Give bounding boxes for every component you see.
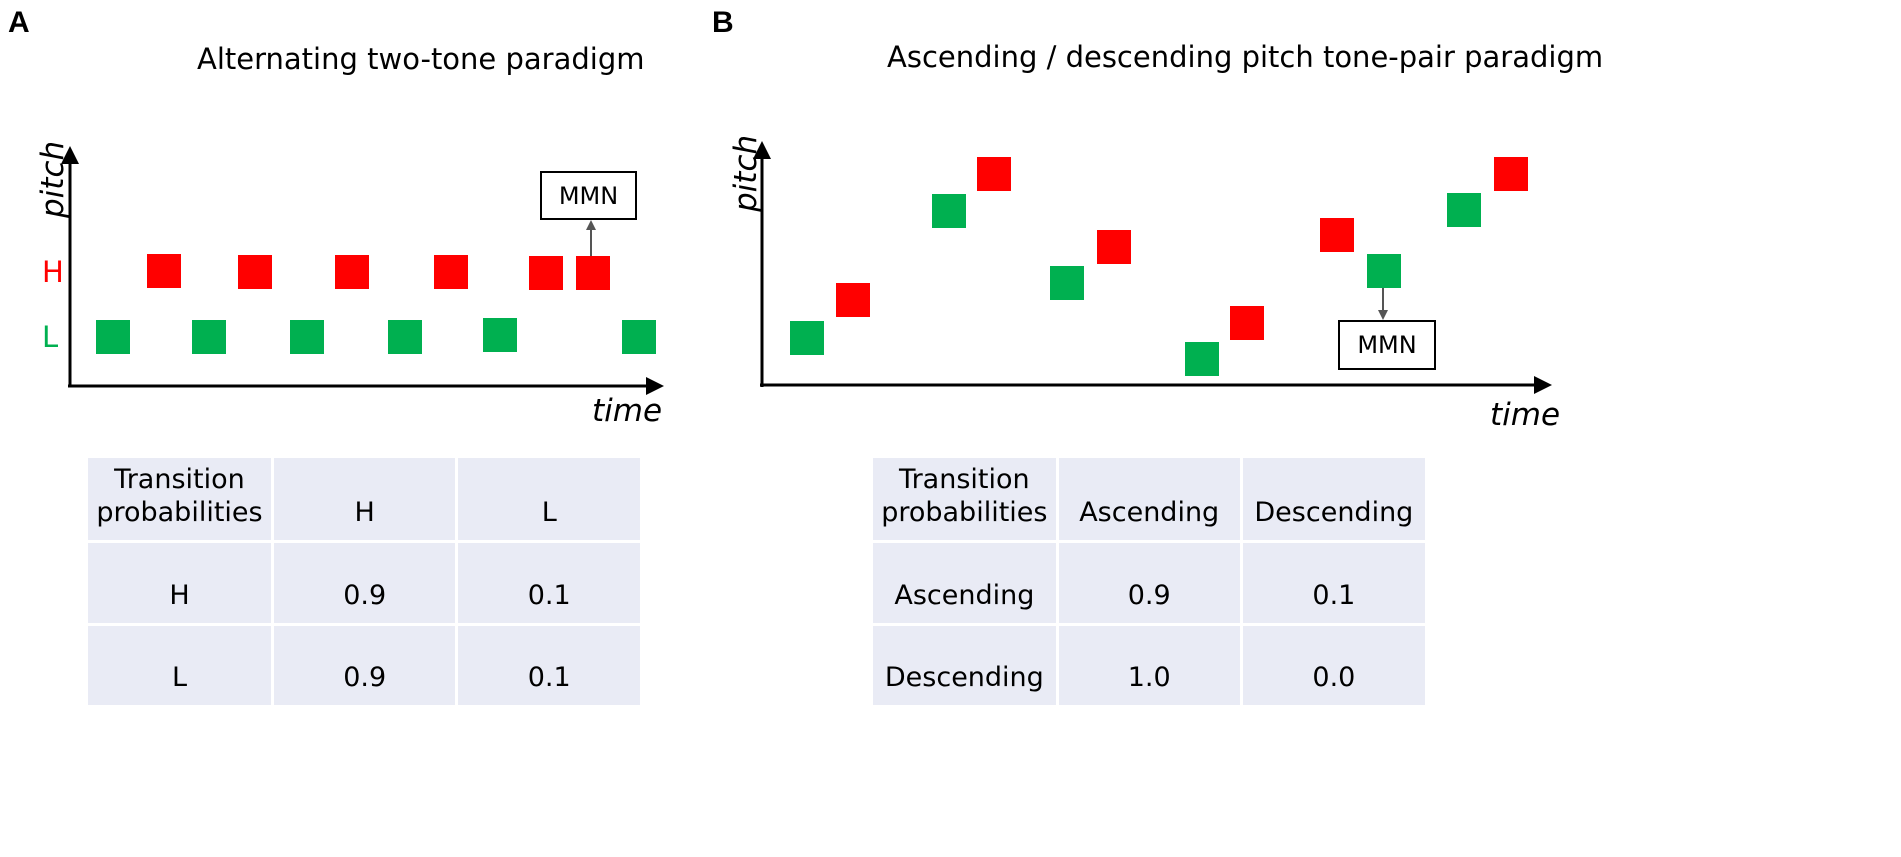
panel-b-mmn-box: MMN [1338, 320, 1436, 370]
table-header-cell: L [458, 458, 640, 540]
panel-a-tone-low [290, 320, 324, 354]
table-row: Ascending 0.9 0.1 [873, 543, 1425, 623]
panel-a-tone-high-deviant [576, 256, 610, 290]
panel-a-y-axis-label: pitch [35, 140, 71, 218]
panel-a-title: Alternating two-tone paradigm [197, 42, 645, 76]
level-label-low: L [42, 320, 59, 354]
table-cell: 0.1 [1242, 543, 1425, 623]
panel-a-tone-low [622, 320, 656, 354]
panel-a-tone-low [483, 318, 517, 352]
panel-b-x-axis-label: time [1490, 397, 1561, 433]
table-row: L 0.9 0.1 [88, 626, 640, 705]
table-row: Descending 1.0 0.0 [873, 626, 1425, 705]
panel-b-tone-low [1185, 342, 1219, 376]
panel-b-title: Ascending / descending pitch tone-pair p… [887, 40, 1604, 74]
panel-b-tone-low-deviant [1367, 254, 1401, 288]
table-header-cell: Transition probabilities [88, 458, 271, 540]
table-header-row: Transition probabilities H L [88, 458, 640, 540]
panel-a-tone-high [147, 254, 181, 288]
panel-b-tone-high [836, 283, 870, 317]
panel-b-tone-low [932, 194, 966, 228]
panel-a-tone-high [238, 255, 272, 289]
panel-b-letter: B [712, 6, 734, 39]
panel-b-tone-high [1494, 157, 1528, 191]
panel-a-letter: A [8, 6, 30, 39]
panel-b-tone-low [1447, 193, 1481, 227]
table-cell: L [88, 626, 271, 705]
panel-a-transition-table: Transition probabilities H L H 0.9 0.1 L… [85, 455, 643, 708]
panel-a-tone-high [335, 255, 369, 289]
table-cell: 0.9 [1058, 543, 1240, 623]
table-cell: 0.9 [273, 543, 456, 623]
table-header-cell: Ascending [1058, 458, 1240, 540]
table-cell: H [88, 543, 271, 623]
table-cell: 0.1 [458, 626, 640, 705]
table-header-cell: H [273, 458, 456, 540]
table-cell: Ascending [873, 543, 1056, 623]
panel-a-tone-low [96, 320, 130, 354]
table-cell: 0.9 [273, 626, 456, 705]
panel-a-tone-high [529, 256, 563, 290]
panel-b-y-axis-label: pitch [728, 134, 764, 212]
table-cell: 0.1 [458, 543, 640, 623]
table-header-cell: Transition probabilities [873, 458, 1056, 540]
panel-a-tone-low [192, 320, 226, 354]
panel-b-tone-low [1050, 266, 1084, 300]
panel-a-x-axis-label: time [592, 393, 663, 429]
panel-b-tone-high [1097, 230, 1131, 264]
table-header-cell: Descending [1242, 458, 1425, 540]
table-cell: Descending [873, 626, 1056, 705]
panel-b-tone-high [1230, 306, 1264, 340]
table-row: H 0.9 0.1 [88, 543, 640, 623]
panel-a-tone-high [434, 255, 468, 289]
table-cell: 1.0 [1058, 626, 1240, 705]
panel-a-mmn-box: MMN [540, 171, 637, 220]
panel-b-transition-table: Transition probabilities Ascending Desce… [870, 455, 1428, 708]
table-header-row: Transition probabilities Ascending Desce… [873, 458, 1425, 540]
table-cell: 0.0 [1242, 626, 1425, 705]
level-label-high: H [42, 255, 64, 289]
panel-b-tone-high [977, 157, 1011, 191]
panel-b-tone-high [1320, 218, 1354, 252]
panel-a-tone-low [388, 320, 422, 354]
panel-b-tone-low [790, 321, 824, 355]
